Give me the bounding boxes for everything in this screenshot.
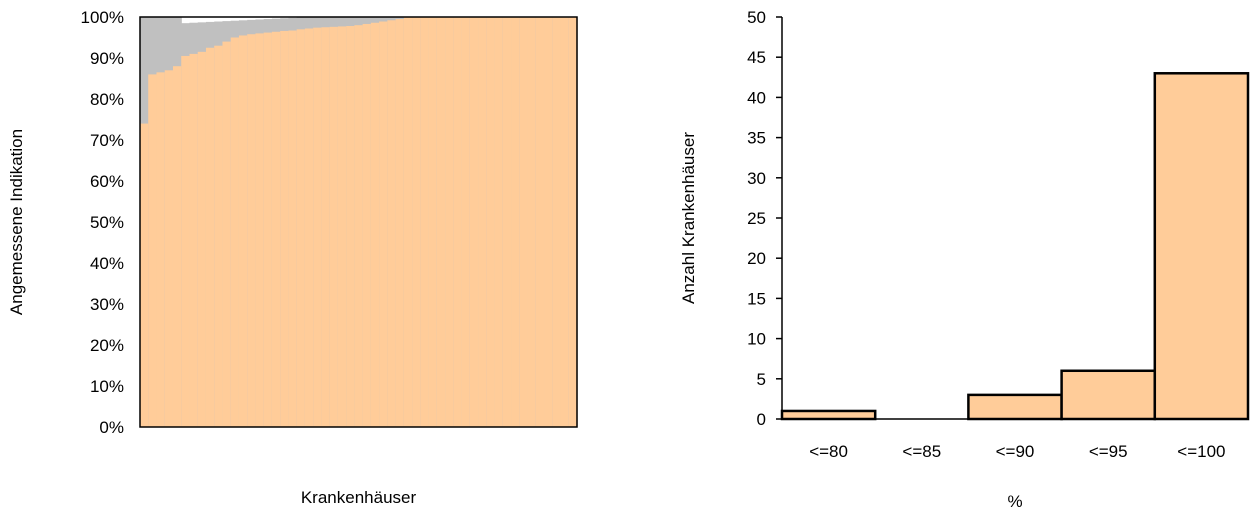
value-bar [346, 26, 355, 428]
value-bar [560, 17, 570, 427]
value-bar [469, 17, 479, 427]
y-tick-label: 25 [747, 209, 766, 228]
value-bar [552, 17, 562, 427]
x-tick-label: <=100 [1177, 442, 1225, 461]
value-bar [288, 30, 298, 428]
value-bar [527, 17, 537, 427]
y-tick-label: 20% [90, 336, 124, 355]
value-bar [337, 26, 347, 428]
x-tick-label: <=95 [1089, 442, 1128, 461]
value-bar [222, 41, 232, 427]
value-bar [321, 27, 331, 427]
value-bar [140, 123, 149, 427]
histogram-bar [1153, 72, 1250, 421]
right-chart: 0 5 10 15 20 25 30 35 40 45 50 <=80 <=85 <=90 <=95 <=1… [679, 8, 1250, 511]
value-bar [379, 21, 388, 427]
y-tick-label: 45 [747, 48, 766, 67]
x-tick-label: <=85 [902, 442, 941, 461]
y-tick-label: 40% [90, 254, 124, 273]
value-bar [205, 47, 215, 427]
y-tick-label: 60% [90, 172, 124, 191]
value-bar [395, 19, 405, 428]
right-y-tick-labels: 0 5 10 15 20 25 30 35 40 45 50 [747, 8, 766, 429]
y-tick-label: 90% [90, 49, 124, 68]
value-bar [156, 72, 166, 427]
value-bar [387, 20, 397, 428]
x-tick-label: <=90 [996, 442, 1035, 461]
value-bar [329, 26, 339, 428]
y-tick-label: 50% [90, 213, 124, 232]
value-bar [544, 17, 553, 427]
value-bar [453, 17, 463, 427]
value-bar [511, 17, 520, 427]
value-bar [535, 17, 545, 427]
value-bar [519, 17, 529, 427]
right-y-axis-label: Anzahl Krankenhäuser [679, 132, 698, 304]
y-tick-label: 10 [747, 330, 766, 349]
left-y-tick-labels: 0% 10% 20% 30% 40% 50% 60% 70% 80% 90% 100% [81, 8, 124, 437]
y-tick-label: 10% [90, 377, 124, 396]
value-bar [164, 70, 174, 428]
right-x-tick-labels: <=80 <=85 <=90 <=95 <=100 [809, 442, 1225, 461]
value-bar [255, 33, 265, 428]
value-bar [412, 17, 421, 427]
value-bar [370, 22, 380, 428]
y-tick-label: 15 [747, 289, 766, 308]
y-tick-label: 80% [90, 90, 124, 109]
value-bar [494, 17, 504, 427]
value-bar [428, 17, 438, 427]
value-bar [238, 35, 248, 427]
left-bars [140, 17, 578, 428]
value-bar [502, 17, 512, 427]
y-tick-label: 20 [747, 249, 766, 268]
left-plot-frame [139, 16, 578, 428]
histogram-bar [780, 409, 877, 421]
y-tick-label: 70% [90, 131, 124, 150]
value-bar [230, 37, 240, 427]
value-bar [403, 17, 413, 427]
y-tick-label: 40 [747, 88, 766, 107]
value-bar [197, 51, 207, 427]
value-bar [304, 28, 314, 427]
value-bar [214, 45, 224, 427]
value-bar [478, 17, 487, 427]
value-bar [486, 17, 496, 427]
value-bar [172, 66, 182, 427]
right-axes [776, 16, 1248, 420]
value-bar [436, 17, 446, 427]
value-bar [362, 23, 372, 427]
value-bar [354, 25, 364, 427]
value-bar [568, 17, 578, 427]
histogram-bar [967, 393, 1063, 421]
y-tick-label: 0% [99, 418, 124, 437]
right-bars [780, 72, 1250, 421]
left-y-axis-label: Angemessene Indikation [7, 129, 26, 315]
value-bar [445, 17, 454, 427]
value-bar [296, 29, 306, 428]
value-bar [461, 17, 471, 427]
value-bar [313, 27, 322, 427]
value-bar [189, 53, 199, 428]
y-tick-label: 35 [747, 129, 766, 148]
y-tick-label: 30% [90, 295, 124, 314]
y-tick-label: 50 [747, 8, 766, 27]
y-tick-label: 30 [747, 169, 766, 188]
right-x-axis-label: % [1007, 492, 1022, 511]
y-tick-label: 100% [81, 8, 124, 27]
value-bar [181, 55, 191, 427]
value-bar [420, 17, 430, 427]
y-tick-label: 0 [757, 410, 766, 429]
histogram-bar [1060, 369, 1157, 421]
left-chart: 0% 10% 20% 30% 40% 50% 60% 70% 80% 90% 100% Kranke… [7, 8, 578, 507]
value-bar [263, 32, 273, 427]
left-x-axis-label: Krankenhäuser [301, 488, 417, 507]
x-tick-label: <=80 [809, 442, 848, 461]
y-tick-label: 5 [757, 370, 766, 389]
value-bar [148, 74, 158, 428]
value-bar [271, 31, 281, 427]
value-bar [280, 30, 290, 427]
value-bar [247, 34, 257, 427]
